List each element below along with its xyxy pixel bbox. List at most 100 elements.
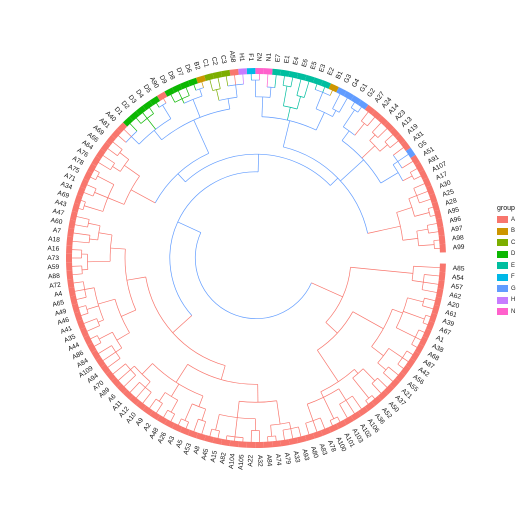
ring-segment [238,441,248,448]
ring-segment [435,288,444,298]
tip-label: A30 [438,179,452,190]
branch-edge [117,369,131,382]
branch-edge [124,165,140,177]
legend-swatch [497,273,508,281]
branch-edge [102,154,115,164]
ring-segment [68,287,76,297]
ring-segment [357,99,369,110]
branch-arc [164,392,178,401]
ring-segment [328,423,339,433]
branch-edge [352,377,370,399]
branch-edge [261,96,264,117]
branch-arc [314,89,331,96]
branch-edge [338,97,349,113]
ring-segment [76,186,86,197]
ring-segment [377,390,389,401]
branch-edge [354,123,365,136]
legend-item-b: B [497,226,521,238]
branch-edge [117,134,127,143]
ring-segment [229,440,239,448]
branch-edge [199,88,203,97]
branch-edge [377,362,387,371]
tip-label: A1 [435,335,446,345]
tip-label: A25 [442,188,456,198]
branch-edge [361,145,376,159]
branch-edge [406,350,414,356]
ring-segment [95,148,106,160]
branch-edge [209,428,213,438]
branch-arc [433,240,435,249]
branch-edge [97,298,116,305]
legend-label: C [511,239,516,246]
branch-edge [413,175,422,180]
branch-arc [315,108,333,117]
tip-label: A3 [167,435,177,446]
branch-arc [411,329,420,345]
branch-arc [371,377,378,384]
branch-arc [350,107,359,113]
tip-label: A32 [256,455,263,467]
ring-segment [79,178,89,189]
tip-label: A6 [107,393,118,404]
legend-swatch [497,296,508,304]
branch-edge [75,215,90,220]
tip-label: G5 [417,139,428,150]
branch-edge [135,387,146,399]
tip-label: A104 [228,453,237,469]
ring-segment [431,201,440,212]
ring-segment [204,435,214,443]
branch-arc [95,172,100,180]
branch-edge [416,190,429,196]
ring-segment [100,363,111,375]
ring-segment [328,83,339,93]
branch-arc [329,416,338,421]
ring-segment [425,185,435,196]
ring-segment [164,419,175,429]
ring-segment [179,80,191,90]
tip-label: A20 [447,301,460,311]
branch-arc [325,267,351,323]
branch-edge [94,192,108,199]
ring-segment [71,202,80,213]
branch-edge [411,344,418,349]
tip-label: A97 [451,225,464,234]
branch-edge [317,349,339,382]
ring-segment [364,104,376,115]
branch-edge [424,274,441,277]
branch-edge [220,365,226,380]
branch-edge [282,430,286,441]
branch-edge [340,159,364,182]
branch-arc [283,146,369,234]
branch-arc [181,418,189,423]
ring-segment [312,430,323,439]
tip-label: A68 [426,351,440,363]
tip-label: A41 [60,325,74,336]
tip-label: C3 [219,55,227,65]
legend-item-f: F [497,272,521,284]
branch-arc [124,249,137,311]
legend-label: E [511,262,516,269]
branch-arc [239,400,277,403]
ring-segment [431,304,440,315]
tip-label: D9 [158,74,168,85]
branch-arc [152,363,204,397]
tip-label: A46 [57,316,71,326]
branch-edge [84,205,104,212]
branch-edge [86,325,100,332]
branch-edge [148,106,154,114]
tip-label: E4 [292,56,301,66]
branch-edge [97,161,111,171]
branch-edge [413,265,441,269]
ring-segment [129,395,140,406]
branch-edge [352,395,363,410]
branch-edge [306,403,314,421]
branch-edge [330,177,339,186]
branch-edge [98,319,104,323]
branch-arc [343,126,356,136]
branch-edge [423,281,440,285]
branch-edge [312,420,318,433]
branch-edge [141,392,152,405]
branch-edge [130,189,156,204]
